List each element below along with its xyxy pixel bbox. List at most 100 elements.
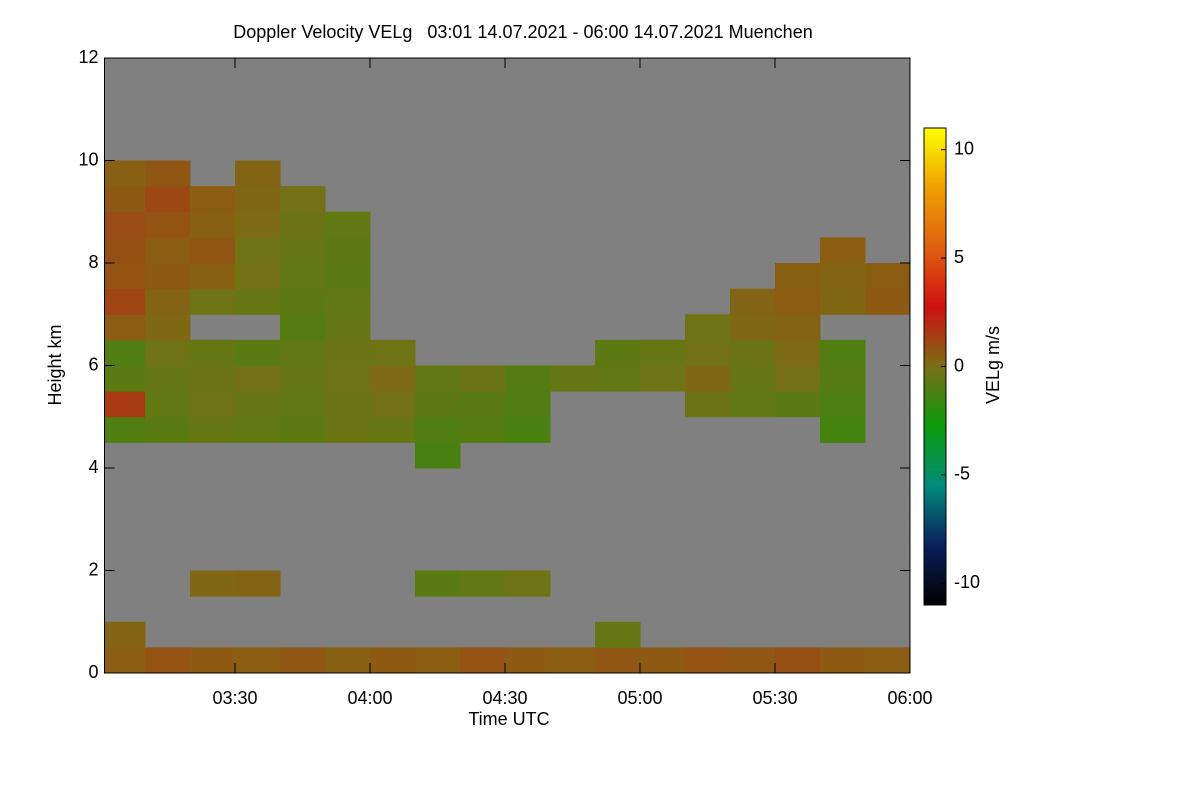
heatmap-cell bbox=[104, 621, 146, 648]
x-tick-label: 04:30 bbox=[482, 688, 527, 708]
y-axis-label: Height km bbox=[45, 324, 65, 405]
heatmap-cell bbox=[280, 314, 326, 341]
heatmap-cell bbox=[820, 263, 866, 290]
heatmap-cell bbox=[415, 442, 461, 469]
heatmap-cell bbox=[280, 365, 326, 392]
heatmap-cell bbox=[595, 647, 641, 674]
heatmap-cell bbox=[370, 647, 416, 674]
y-tick-label: 8 bbox=[88, 252, 98, 272]
heatmap-cell bbox=[460, 416, 506, 443]
x-tick-label: 06:00 bbox=[887, 688, 932, 708]
heatmap-cell bbox=[325, 416, 371, 443]
heatmap-cell bbox=[104, 391, 146, 418]
heatmap-cell bbox=[145, 365, 191, 392]
heatmap-cell bbox=[730, 339, 776, 366]
heatmap-cell bbox=[730, 288, 776, 315]
heatmap-cell bbox=[595, 621, 641, 648]
x-tick-label: 04:00 bbox=[347, 688, 392, 708]
heatmap-cell bbox=[370, 391, 416, 418]
heatmap-cell bbox=[370, 416, 416, 443]
heatmap-cell bbox=[235, 391, 281, 418]
heatmap-cell bbox=[550, 365, 596, 392]
heatmap-cell bbox=[235, 186, 281, 213]
heatmap-cell bbox=[190, 647, 236, 674]
heatmap-cell bbox=[190, 237, 236, 264]
heatmap-cell bbox=[325, 339, 371, 366]
heatmap-cell bbox=[104, 647, 146, 674]
heatmap-cell bbox=[280, 416, 326, 443]
heatmap-cell bbox=[685, 339, 731, 366]
heatmap-cell bbox=[145, 186, 191, 213]
y-tick-label: 4 bbox=[88, 457, 98, 477]
heatmap-cell bbox=[460, 391, 506, 418]
heatmap-cell bbox=[595, 339, 641, 366]
heatmap-cell bbox=[325, 237, 371, 264]
heatmap-cell bbox=[370, 339, 416, 366]
heatmap-cell bbox=[190, 416, 236, 443]
heatmap-cell bbox=[460, 647, 506, 674]
y-tick-label: 12 bbox=[78, 47, 98, 67]
x-tick-label: 03:30 bbox=[212, 688, 257, 708]
heatmap-cell bbox=[820, 391, 866, 418]
heatmap-cell bbox=[325, 391, 371, 418]
chart-title: Doppler Velocity VELg 03:01 14.07.2021 -… bbox=[233, 22, 812, 42]
heatmap-cell bbox=[775, 391, 821, 418]
heatmap-cell bbox=[280, 339, 326, 366]
heatmap-cell bbox=[145, 263, 191, 290]
heatmap-cell bbox=[370, 365, 416, 392]
heatmap-cell bbox=[145, 160, 191, 187]
heatmap-cell bbox=[190, 211, 236, 238]
heatmap-cell bbox=[325, 647, 371, 674]
heatmap-cell bbox=[325, 365, 371, 392]
y-tick-label: 10 bbox=[78, 149, 98, 169]
heatmap-cell bbox=[190, 263, 236, 290]
heatmap-cell bbox=[775, 314, 821, 341]
heatmap-cell bbox=[104, 237, 146, 264]
heatmap-cell bbox=[280, 186, 326, 213]
heatmap-cell bbox=[415, 365, 461, 392]
heatmap-cell bbox=[235, 365, 281, 392]
heatmap-cell bbox=[820, 288, 866, 315]
x-tick-label: 05:30 bbox=[752, 688, 797, 708]
heatmap-cell bbox=[775, 365, 821, 392]
colorbar-tick-label: -5 bbox=[954, 464, 970, 484]
heatmap-cell bbox=[505, 647, 551, 674]
heatmap-cell bbox=[685, 365, 731, 392]
heatmap-cell bbox=[505, 365, 551, 392]
heatmap-cell bbox=[145, 391, 191, 418]
heatmap-cell bbox=[104, 186, 146, 213]
heatmap-cell bbox=[775, 339, 821, 366]
heatmap-cell bbox=[820, 237, 866, 264]
heatmap-cell bbox=[865, 647, 911, 674]
heatmap-cell bbox=[730, 647, 776, 674]
heatmap-cell bbox=[640, 339, 686, 366]
heatmap-cell bbox=[820, 416, 866, 443]
heatmap-cell bbox=[415, 570, 461, 597]
heatmap-cell bbox=[145, 237, 191, 264]
heatmap-cell bbox=[235, 160, 281, 187]
heatmap-cell bbox=[820, 339, 866, 366]
heatmap-cell bbox=[145, 211, 191, 238]
heatmap-cell bbox=[280, 288, 326, 315]
heatmap-cell bbox=[685, 647, 731, 674]
heatmap-cell bbox=[104, 288, 146, 315]
heatmap-cell bbox=[325, 314, 371, 341]
heatmap-cell bbox=[460, 570, 506, 597]
heatmap-cell bbox=[775, 263, 821, 290]
heatmap-cell bbox=[685, 314, 731, 341]
heatmap-cell bbox=[235, 339, 281, 366]
heatmap-cell bbox=[104, 365, 146, 392]
heatmap-cell bbox=[505, 570, 551, 597]
colorbar-tick-label: -10 bbox=[954, 572, 980, 592]
heatmap-cell bbox=[190, 186, 236, 213]
x-axis-label: Time UTC bbox=[468, 709, 549, 729]
heatmap-cell bbox=[415, 416, 461, 443]
heatmap-cell bbox=[415, 647, 461, 674]
y-tick-label: 6 bbox=[88, 354, 98, 374]
heatmap-cell bbox=[235, 647, 281, 674]
heatmap-cell bbox=[325, 288, 371, 315]
y-tick-label: 0 bbox=[88, 662, 98, 682]
heatmap-cell bbox=[415, 391, 461, 418]
heatmap-cell bbox=[730, 365, 776, 392]
colorbar-tick-label: 5 bbox=[954, 247, 964, 267]
